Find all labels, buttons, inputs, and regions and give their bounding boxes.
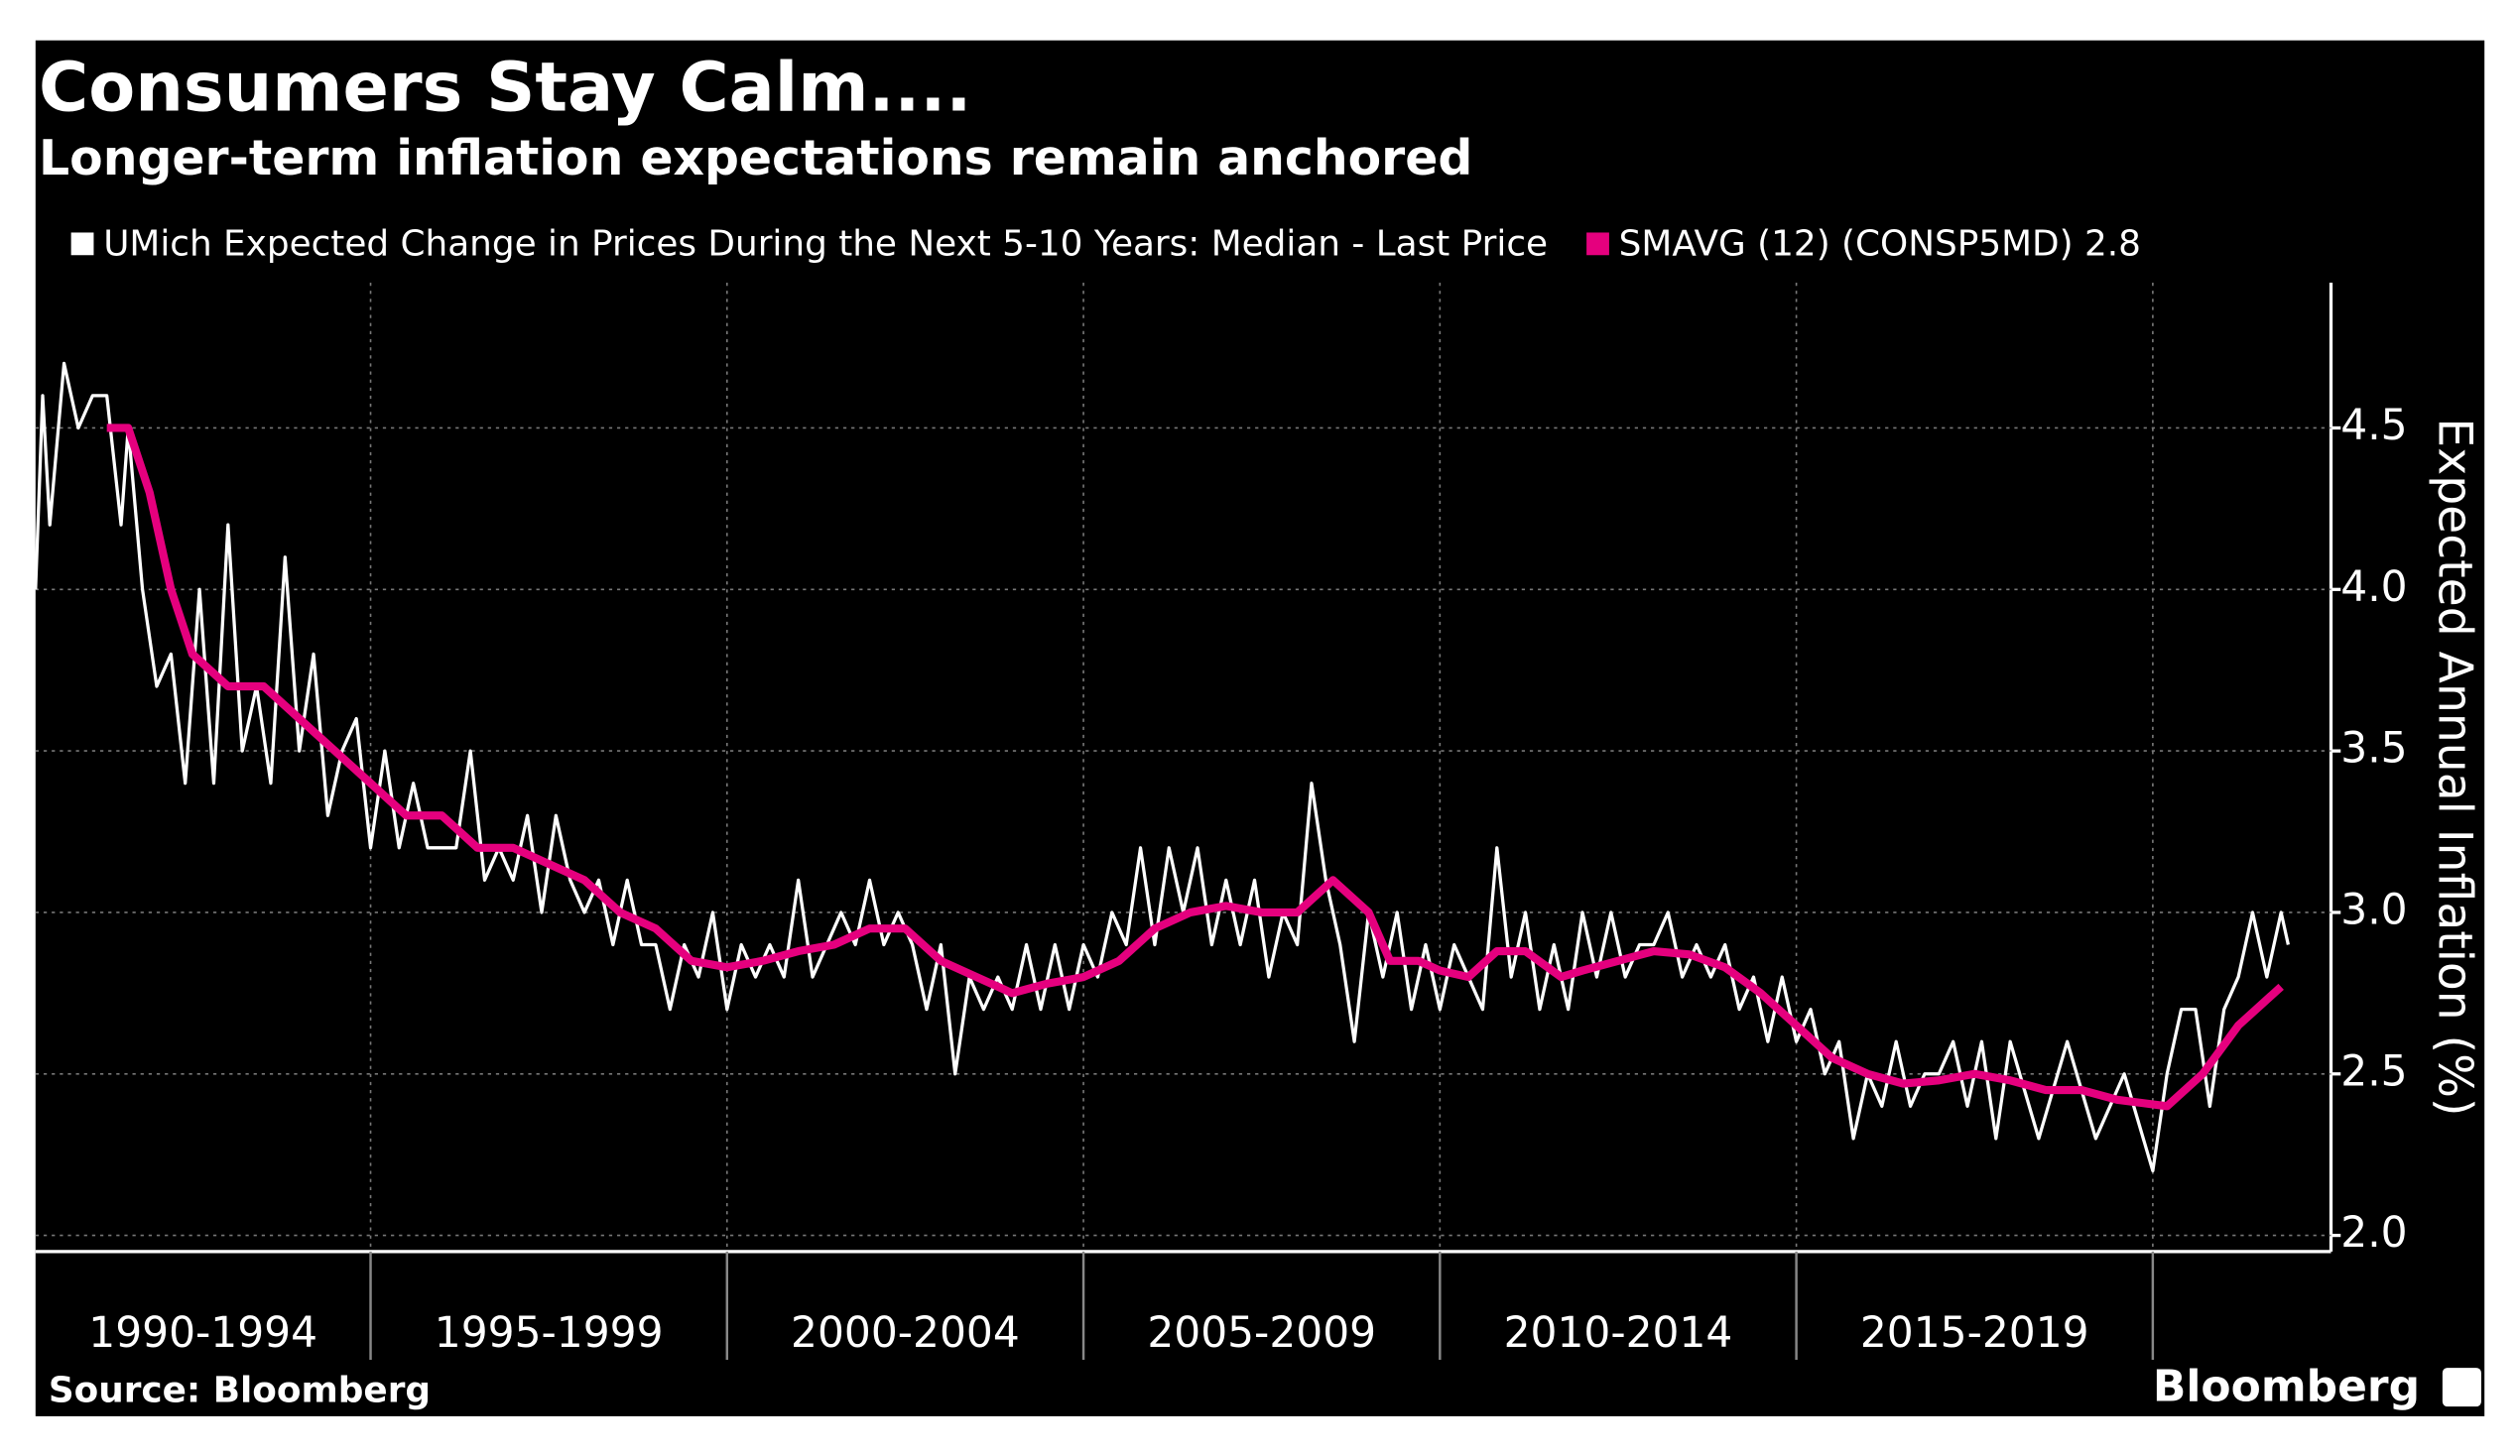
series-line: [34, 361, 2290, 1173]
x-tick-label: 2000-2004: [791, 1308, 1020, 1357]
chart-title: Consumers Stay Calm....: [39, 49, 971, 127]
y-tick-label: 3.0: [2340, 885, 2407, 933]
y-tick-label: 2.0: [2340, 1208, 2407, 1257]
x-tick-label: 1995-1999: [435, 1308, 664, 1357]
legend-label: UMich Expected Change in Prices During t…: [103, 223, 1548, 264]
y-tick-label: 3.5: [2340, 724, 2407, 773]
x-tick-label: 2010-2014: [1504, 1308, 1733, 1357]
x-tick-label: 2015-2019: [1860, 1308, 2089, 1357]
x-tick-label: 2005-2009: [1147, 1308, 1376, 1357]
brand: Bloomberg: [2153, 1361, 2420, 1411]
source: Source: Bloomberg: [49, 1371, 431, 1411]
brand-icon: [2442, 1368, 2481, 1407]
chart-background: [35, 40, 2485, 1416]
series-line: [106, 424, 2284, 1111]
x-tick-label: 1990-1994: [88, 1308, 317, 1357]
y-axis-label: Expected Annual Inflation (%): [2428, 418, 2482, 1116]
legend-swatch: [70, 232, 94, 256]
y-tick-label: 4.5: [2340, 401, 2407, 449]
chart-subtitle: Longer-term inflation expectations remai…: [39, 130, 1472, 186]
y-tick-label: 2.5: [2340, 1046, 2407, 1095]
legend-label: SMAVG (12) (CONSP5MD) 2.8: [1619, 223, 2141, 264]
y-tick-label: 4.0: [2340, 562, 2407, 611]
legend-swatch: [1586, 232, 1609, 256]
